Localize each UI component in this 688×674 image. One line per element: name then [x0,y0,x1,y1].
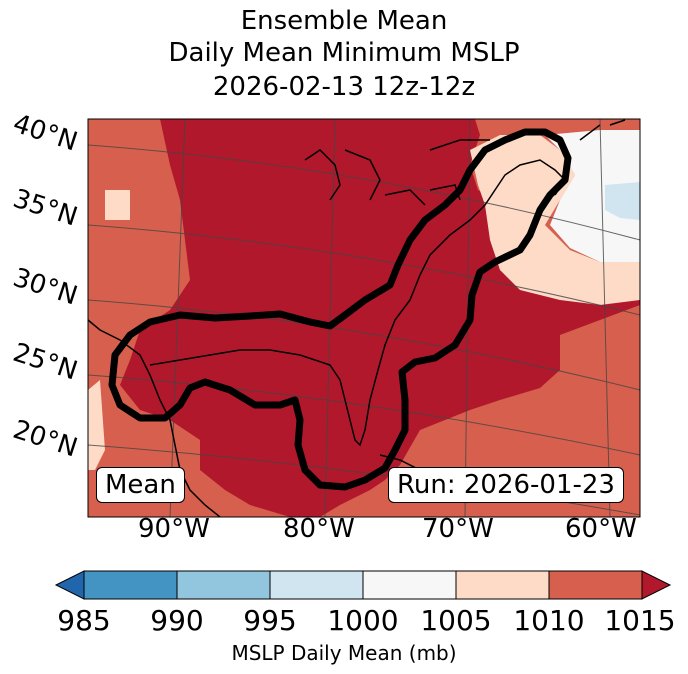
contour-line [108,128,572,491]
title-line-3: 2026-02-13 12z-12z [212,72,476,102]
colorbar-tick-985: 985 [57,604,111,637]
run-date-box: Run: 2026-01-23 [388,467,624,503]
colorbar-label: MSLP Daily Mean (mb) [231,641,457,665]
colorbar [54,570,672,600]
colorbar-segment-1005-1010 [455,570,550,600]
colorbar-tick-995: 995 [243,604,297,637]
title-line-2: Daily Mean Minimum MSLP [168,38,520,68]
title-line-1: Ensemble Mean [240,6,448,36]
colorbar-tick-1005: 1005 [420,604,492,637]
colorbar-under-triangle [54,570,85,600]
colorbar-segment-995-1000 [269,570,364,600]
colorbar-over-triangle [641,570,672,600]
colorbar-segment-985-990 [83,570,178,600]
lon-label-60: 60°W [565,514,637,544]
colorbar-tick-1010: 1010 [513,604,585,637]
mean-label-box: Mean [96,467,185,503]
lon-label-90: 90°W [138,514,210,544]
map-frame [87,118,641,518]
region-1005-1010 [470,135,640,305]
colorbar-segment-1000-1005 [362,570,457,600]
region-1005-1010-patch-b [88,380,105,470]
lon-label-80: 80°W [283,514,355,544]
colorbar-segment-1010-1015 [548,570,643,600]
colorbar-tick-1000: 1000 [327,604,399,637]
colorbar-segment-990-995 [176,570,271,600]
region-1005-1010-patch-a [105,190,130,220]
region-995-1000 [605,182,640,220]
colorbar-tick-990: 990 [150,604,204,637]
lon-label-70: 70°W [422,514,494,544]
colorbar-tick-1015: 1015 [604,604,676,637]
